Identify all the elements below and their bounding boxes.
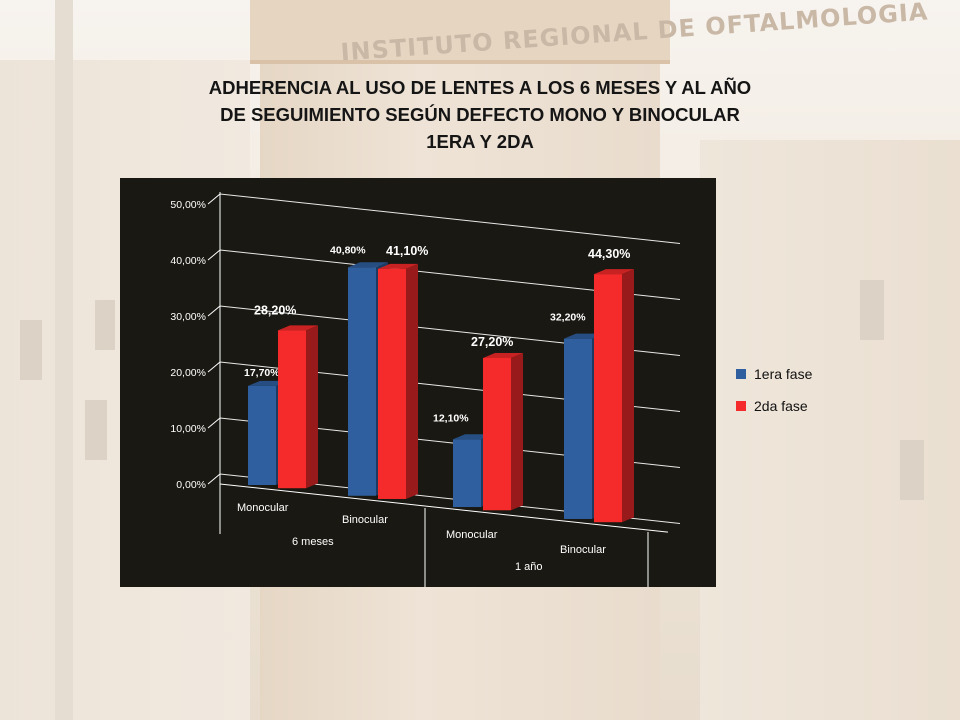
data-label: 17,70% [244,367,280,379]
y-tick-label: 0,00% [176,479,206,491]
data-label: 41,10% [386,244,428,258]
bar-top [378,263,418,269]
bar-side [622,269,634,523]
bar [278,330,306,489]
bar-top [348,262,388,268]
legend-label-series-1: 1era fase [754,366,813,382]
x-axis-line [219,483,669,533]
page-title: ADHERENCIA AL USO DE LENTES A LOS 6 MESE… [150,74,810,155]
bar-top [483,352,523,358]
data-label: 44,30% [588,247,630,261]
x-tick-label: Monocular [237,502,289,514]
bar-chart-svg: 0,00% 10,00% 20,00% 30,00% 40,00% 50,00% 17,70… [170,192,681,587]
y-gridline-side [207,361,221,373]
data-label: 12,10% [433,412,469,424]
chart-legend: 1era fase 2da fase [736,358,812,422]
legend-item-series-1: 1era fase [736,358,812,390]
data-label: 28,20% [254,303,296,317]
x-tick-label: Binocular [342,514,388,526]
bar-side [406,263,418,499]
title-line-3: 1ERA Y 2DA [426,131,534,152]
y-gridline-side [207,249,221,261]
x-tick-label: Monocular [446,529,498,541]
bar-side [306,325,318,489]
bar-top [278,325,318,331]
legend-label-series-2: 2da fase [754,398,808,414]
y-tick-label: 30,00% [170,311,206,323]
data-label: 27,20% [471,335,513,349]
y-gridline-side [207,193,221,205]
title-line-1: ADHERENCIA AL USO DE LENTES A LOS 6 MESE… [208,77,752,98]
y-tick-label: 40,00% [170,255,206,267]
x-tick-label: Binocular [560,544,606,556]
bar [378,268,406,499]
y-tick-label: 50,00% [170,199,206,211]
legend-swatch-series-1 [736,369,746,379]
title-line-2: DE SEGUIMIENTO SEGÚN DEFECTO MONO Y BINO… [220,104,740,125]
bar [248,385,276,486]
bar-top [594,269,634,275]
bar [564,338,592,519]
y-gridline-side [207,473,221,485]
x-group-label: 1 año [515,561,543,573]
data-label: 32,20% [550,312,586,324]
x-group-label: 6 meses [292,536,334,548]
data-label: 40,80% [330,244,366,256]
legend-swatch-series-2 [736,401,746,411]
bar [453,439,481,508]
bar-chart: 0,00% 10,00% 20,00% 30,00% 40,00% 50,00% 17,70… [120,178,716,587]
y-gridline-side [207,417,221,429]
y-gridline-side [207,305,221,317]
bar [348,267,376,496]
y-gridline [219,193,681,244]
y-tick-label: 20,00% [170,367,206,379]
y-tick-label: 10,00% [170,423,206,435]
bar [483,357,511,511]
bar [594,274,622,523]
bar-side [511,352,523,511]
legend-item-series-2: 2da fase [736,390,812,422]
